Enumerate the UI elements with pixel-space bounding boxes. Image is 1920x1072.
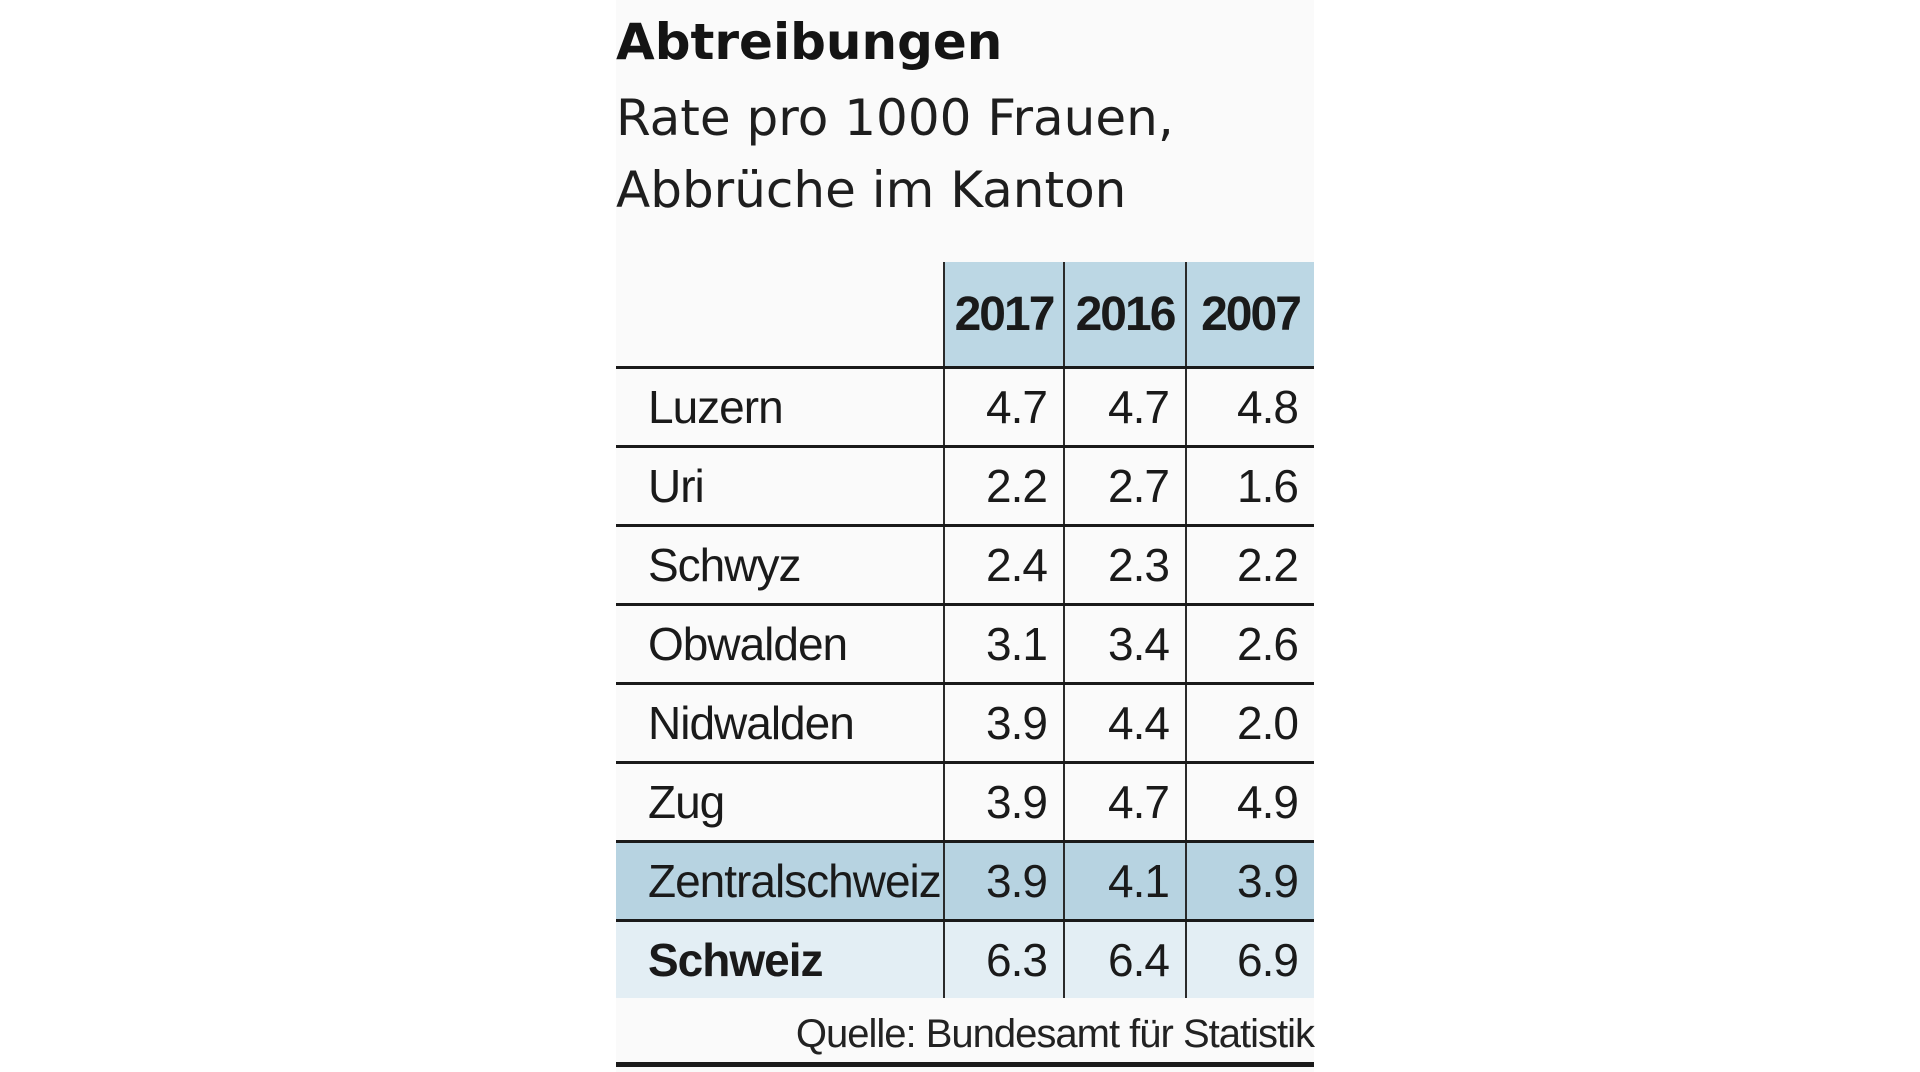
value-cell-2007: 3.9: [1185, 841, 1314, 922]
value-cell-2016: 4.1: [1063, 841, 1186, 922]
row-label: Luzern: [616, 367, 944, 448]
value-cell-2007: 2.0: [1185, 683, 1314, 764]
value-cell-2017: 4.7: [943, 367, 1064, 448]
chart-subtitle: Rate pro 1000 Frauen, Abbrüche im Kanton: [616, 82, 1174, 226]
table-row: Zentralschweiz 3.9 4.1 3.9: [616, 841, 1314, 922]
table-body: Luzern 4.7 4.7 4.8 Uri 2.2 2.7 1.6 Schwyz 2.4 2.3 2…: [616, 367, 1314, 998]
value-cell-2017: 2.2: [943, 446, 1064, 527]
row-label: Zentralschweiz: [616, 841, 944, 922]
value-cell-2017: 2.4: [943, 525, 1064, 606]
value-cell-2017: 3.9: [943, 841, 1064, 922]
table-row: Uri 2.2 2.7 1.6: [616, 446, 1314, 527]
abortion-rate-table: 2017 2016 2007 Luzern 4.7 4.7 4.8 Uri 2.2 2.7 1…: [616, 262, 1314, 998]
header-blank-cell: [616, 262, 944, 369]
value-cell-2007: 4.8: [1185, 367, 1314, 448]
value-cell-2017: 3.9: [943, 683, 1064, 764]
value-cell-2016: 4.7: [1063, 367, 1186, 448]
row-label: Nidwalden: [616, 683, 944, 764]
column-header-2007: 2007: [1185, 262, 1314, 369]
value-cell-2016: 2.7: [1063, 446, 1186, 527]
value-cell-2007: 2.2: [1185, 525, 1314, 606]
table-row: Schwyz 2.4 2.3 2.2: [616, 525, 1314, 606]
value-cell-2007: 4.9: [1185, 762, 1314, 843]
table-row: Luzern 4.7 4.7 4.8: [616, 367, 1314, 448]
table-header-row: 2017 2016 2007: [616, 262, 1314, 369]
chart-title: Abtreibungen: [616, 13, 1003, 71]
value-cell-2016: 2.3: [1063, 525, 1186, 606]
value-cell-2007: 2.6: [1185, 604, 1314, 685]
value-cell-2007: 1.6: [1185, 446, 1314, 527]
table-row: Obwalden 3.1 3.4 2.6: [616, 604, 1314, 685]
row-label: Uri: [616, 446, 944, 527]
column-header-2017: 2017: [943, 262, 1064, 369]
value-cell-2016: 3.4: [1063, 604, 1186, 685]
value-cell-2016: 6.4: [1063, 920, 1186, 998]
value-cell-2016: 4.4: [1063, 683, 1186, 764]
value-cell-2007: 6.9: [1185, 920, 1314, 998]
row-label: Zug: [616, 762, 944, 843]
table-row: Nidwalden 3.9 4.4 2.0: [616, 683, 1314, 764]
value-cell-2017: 6.3: [943, 920, 1064, 998]
subtitle-line-1: Rate pro 1000 Frauen,: [616, 89, 1174, 147]
table-row: Schweiz 6.3 6.4 6.9: [616, 920, 1314, 998]
value-cell-2017: 3.9: [943, 762, 1064, 843]
subtitle-line-2: Abbrüche im Kanton: [616, 161, 1127, 219]
source-note: Quelle: Bundesamt für Statistik: [795, 1012, 1315, 1056]
row-label: Schweiz: [616, 920, 944, 998]
row-label: Schwyz: [616, 525, 944, 606]
table-row: Zug 3.9 4.7 4.9: [616, 762, 1314, 843]
value-cell-2017: 3.1: [943, 604, 1064, 685]
value-cell-2016: 4.7: [1063, 762, 1186, 843]
column-header-2016: 2016: [1063, 262, 1186, 369]
bottom-rule: [616, 1062, 1314, 1067]
row-label: Obwalden: [616, 604, 944, 685]
